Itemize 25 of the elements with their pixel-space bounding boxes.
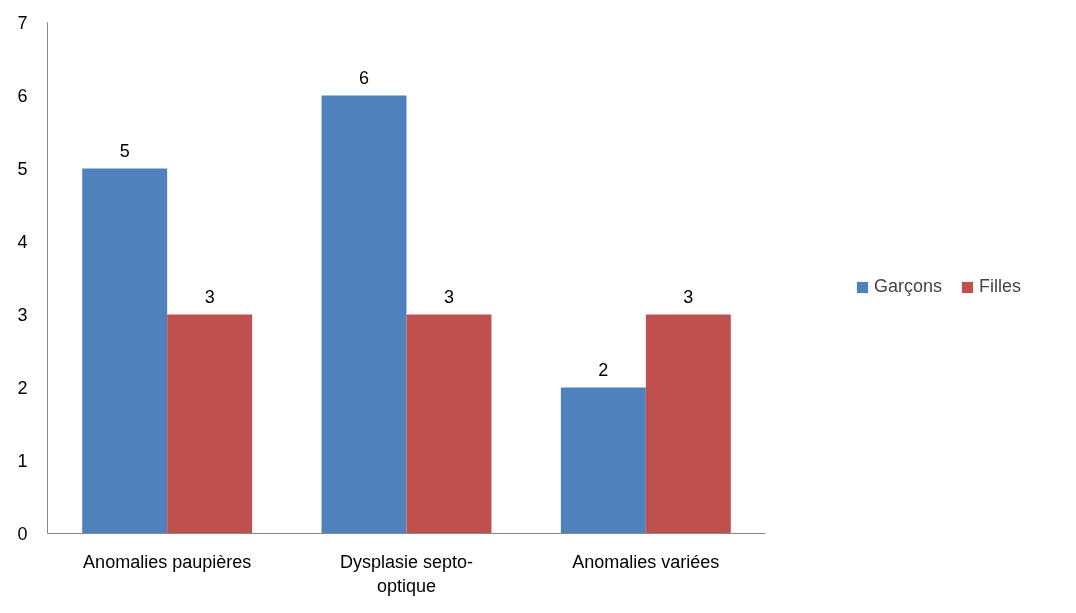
bar — [167, 314, 253, 534]
y-tick-label: 1 — [17, 451, 28, 471]
y-tick-label: 4 — [17, 232, 28, 252]
y-tick-label: 6 — [17, 86, 28, 106]
data-label: 5 — [119, 140, 130, 161]
data-label: 3 — [204, 286, 215, 307]
bar — [560, 387, 646, 534]
bar — [645, 314, 731, 534]
y-tick-label: 7 — [17, 13, 28, 33]
legend-label: Garçons — [874, 276, 943, 297]
data-label: 6 — [359, 67, 370, 88]
legend-label: Filles — [979, 276, 1022, 297]
y-tick-label: 3 — [17, 305, 28, 325]
x-tick-label: Anomalies paupières — [83, 551, 252, 572]
x-tick-label: Anomalies variées — [572, 551, 720, 572]
data-label: 2 — [598, 359, 609, 380]
y-tick-label: 0 — [17, 524, 28, 544]
bar — [406, 314, 492, 534]
data-label: 3 — [683, 286, 694, 307]
data-label: 3 — [443, 286, 454, 307]
bar — [321, 95, 407, 534]
x-tick-label: Dysplasie septo-optique — [339, 551, 474, 596]
bar — [82, 168, 168, 534]
y-tick-label: 2 — [17, 378, 28, 398]
y-tick-label: 5 — [17, 159, 28, 179]
